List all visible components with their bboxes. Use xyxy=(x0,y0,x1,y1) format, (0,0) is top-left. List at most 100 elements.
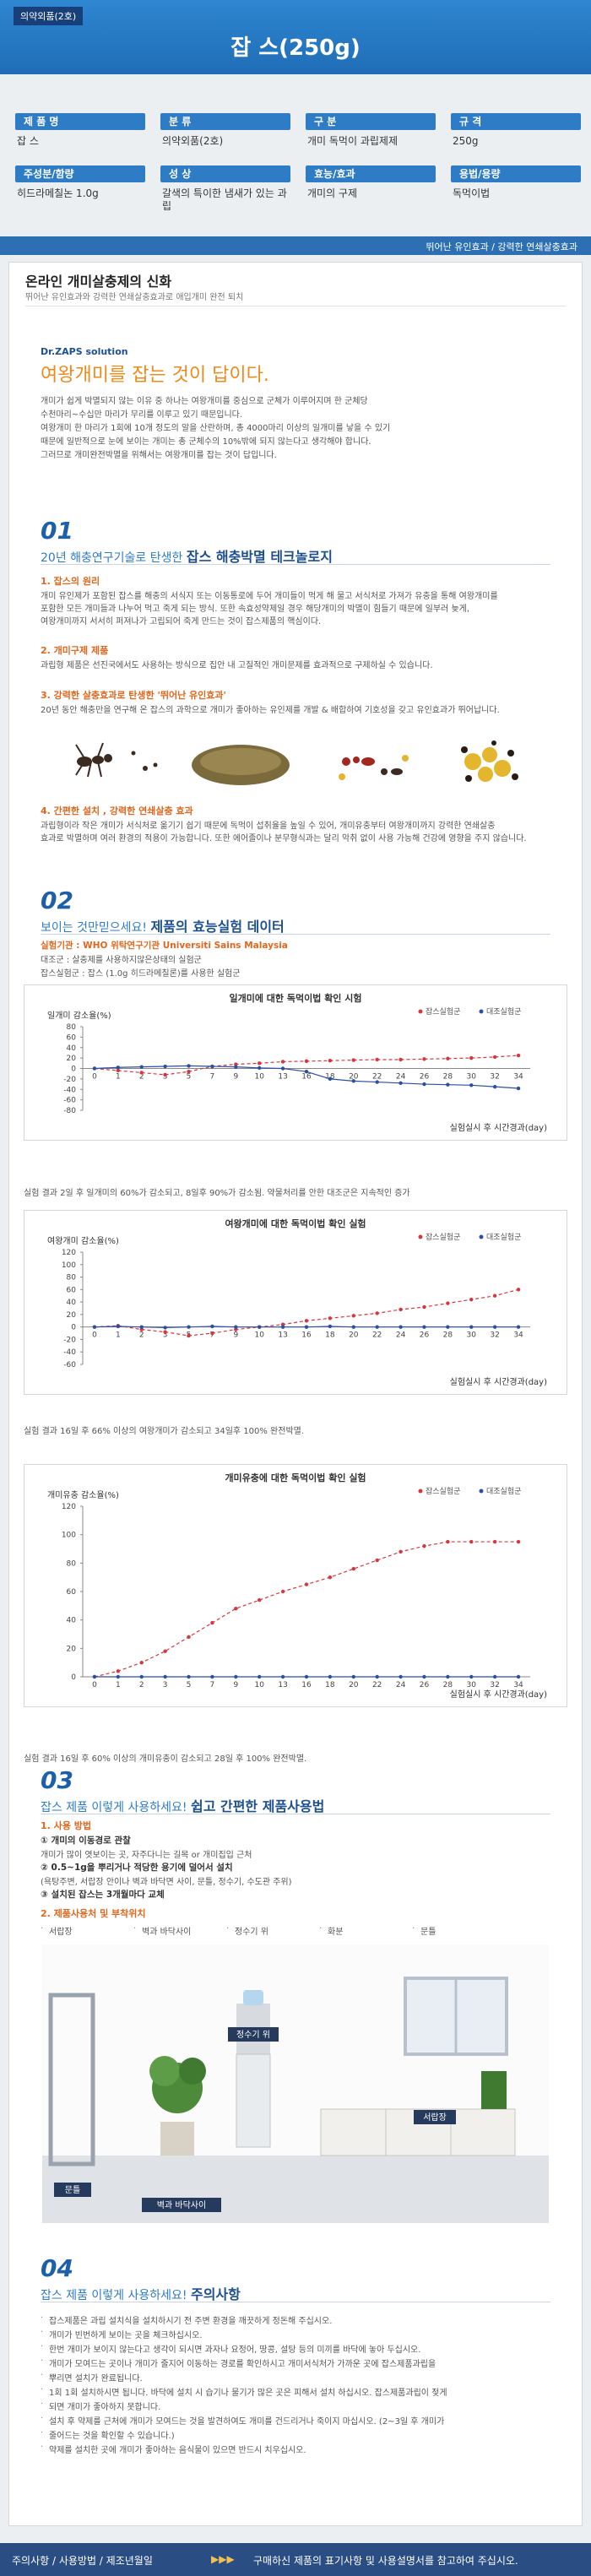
y-tick-label: 60 xyxy=(67,1286,77,1294)
data-point xyxy=(139,1071,144,1075)
spec-label: 규 격 xyxy=(451,113,581,130)
spec-label: 성 상 xyxy=(160,165,290,182)
x-tick-label: 10 xyxy=(254,1073,264,1082)
legend-label: 잡스실험군 xyxy=(426,1486,460,1496)
data-point xyxy=(234,1062,238,1066)
spec-value: 개미의 구제 xyxy=(307,187,358,199)
location-label: 서랍장 xyxy=(423,2112,447,2123)
data-point xyxy=(328,1316,333,1321)
x-tick-label: 7 xyxy=(210,1331,215,1340)
y-tick-label: -20 xyxy=(63,1076,76,1084)
y-tick-label: 40 xyxy=(67,1044,77,1053)
bullet: · xyxy=(41,2400,44,2409)
data-point xyxy=(375,1311,379,1315)
chart-title: 개미유충에 대한 독먹이법 확인 실험 xyxy=(225,1472,366,1483)
location-label: 벽과 바닥사이 xyxy=(157,2200,206,2210)
data-point xyxy=(139,1660,144,1665)
note-line: 잡스실험군 : 잡스 (1.0g 히드라메칠론)를 사용한 실험군 xyxy=(41,969,241,979)
data-point xyxy=(446,1539,450,1544)
solution-heading: 여왕개미를 잡는 것이 답이다. xyxy=(41,365,269,386)
spec-label: 분 류 xyxy=(160,113,290,130)
bullet: · xyxy=(319,1924,323,1933)
data-point xyxy=(234,1065,238,1069)
y-tick-label: -40 xyxy=(63,1086,76,1094)
data-point xyxy=(516,1086,521,1091)
x-tick-label: 13 xyxy=(278,1681,287,1689)
step-title: 1. 사용 방법 xyxy=(41,1820,91,1831)
step-line: ③ 설치된 잡스는 3개월마다 교체 xyxy=(41,1890,165,1900)
data-point xyxy=(516,1325,521,1329)
x-tick-label: 3 xyxy=(163,1331,168,1340)
x-tick-label: 2 xyxy=(139,1331,144,1340)
data-point xyxy=(187,1333,191,1338)
chart-caption: 실험 결과 16일 후 66% 이상의 여왕개미가 감소되고 34일후 100%… xyxy=(24,1427,305,1436)
x-axis-label: 실험실시 후 시간경과(day) xyxy=(450,1376,547,1387)
y-axis-label: 여왕개미 감소율(%) xyxy=(47,1236,119,1246)
bullet: · xyxy=(41,2328,44,2337)
x-tick-label: 18 xyxy=(325,1073,335,1082)
legend-marker xyxy=(418,1234,423,1239)
data-point xyxy=(280,1674,285,1679)
data-point xyxy=(258,1325,262,1329)
x-tick-label: 26 xyxy=(420,1681,430,1689)
caution-line: 개미가 모여드는 곳이나 개미가 줄지어 이동하는 경로를 확인하시고 개미서식… xyxy=(49,2360,436,2369)
heading-lead: 잡스 제품 이렇게 사용하세요! xyxy=(41,2289,187,2302)
x-tick-label: 3 xyxy=(163,1681,168,1689)
y-tick-label: 0 xyxy=(71,1324,76,1332)
data-point xyxy=(187,1064,191,1068)
data-point xyxy=(469,1325,474,1329)
x-tick-label: 16 xyxy=(301,1073,312,1082)
x-tick-label: 34 xyxy=(513,1681,523,1689)
data-point xyxy=(163,1072,167,1077)
footer: 주의사항 / 사용방법 / 제조년월일 ▶▶▶ 구매하신 제품의 표기사항 및 … xyxy=(0,2543,591,2576)
data-point xyxy=(139,1674,144,1679)
section-heading: 잡스 제품 이렇게 사용하세요! 주의사항 xyxy=(41,2283,241,2303)
spec-label: 제 품 명 xyxy=(15,113,145,130)
y-tick-label: 120 xyxy=(62,1503,76,1511)
data-point xyxy=(469,1055,474,1060)
x-tick-label: 22 xyxy=(372,1073,382,1082)
data-point xyxy=(234,1674,238,1679)
x-tick-label: 1 xyxy=(116,1331,121,1340)
data-point xyxy=(351,1325,355,1329)
bullet: · xyxy=(41,2428,44,2438)
data-point xyxy=(304,1319,309,1323)
x-tick-label: 32 xyxy=(490,1073,499,1082)
x-axis-label: 실험실시 후 시간경과(day) xyxy=(450,1689,547,1700)
data-point xyxy=(187,1325,191,1329)
data-point xyxy=(516,1288,521,1292)
data-point xyxy=(399,1081,403,1086)
x-tick-label: 1 xyxy=(116,1073,121,1082)
data-point xyxy=(210,1324,214,1329)
section-number: 04 xyxy=(41,2254,73,2282)
legend-label: 대조실험군 xyxy=(486,1007,521,1017)
x-tick-label: 20 xyxy=(349,1073,359,1082)
data-point xyxy=(492,1293,497,1298)
data-point xyxy=(492,1325,497,1329)
bullet: · xyxy=(412,1924,415,1933)
item-title: 1. 잡스의 원리 xyxy=(41,576,100,587)
data-point xyxy=(492,1055,497,1060)
step-line: ① 개미의 이동경로 관찰 xyxy=(41,1836,131,1846)
note-line: 대조군 : 살충제를 사용하지않은상태의 실험군 xyxy=(41,956,202,965)
legend-label: 잡스실험군 xyxy=(426,1006,460,1017)
place-item: 벽과 바닥사이 xyxy=(142,1928,192,1937)
data-point xyxy=(351,1058,355,1062)
product-title: 잡 스(250g) xyxy=(230,35,361,61)
x-tick-label: 22 xyxy=(372,1681,382,1689)
heading-lead: 보이는 것만믿으세요! xyxy=(41,921,147,935)
x-tick-label: 18 xyxy=(325,1331,335,1340)
spec-value: 의약외품(2호) xyxy=(162,135,224,147)
data-point xyxy=(163,1326,167,1330)
x-tick-label: 22 xyxy=(372,1331,382,1340)
bullet: · xyxy=(226,1924,230,1933)
spec-label: 구 분 xyxy=(306,113,436,130)
x-tick-label: 24 xyxy=(396,1331,406,1340)
x-tick-label: 5 xyxy=(187,1073,192,1082)
bullet: · xyxy=(41,2443,44,2452)
data-point xyxy=(446,1056,450,1060)
data-point xyxy=(258,1597,262,1603)
x-tick-label: 26 xyxy=(420,1331,430,1340)
place-item: 서랍장 xyxy=(49,1928,73,1937)
